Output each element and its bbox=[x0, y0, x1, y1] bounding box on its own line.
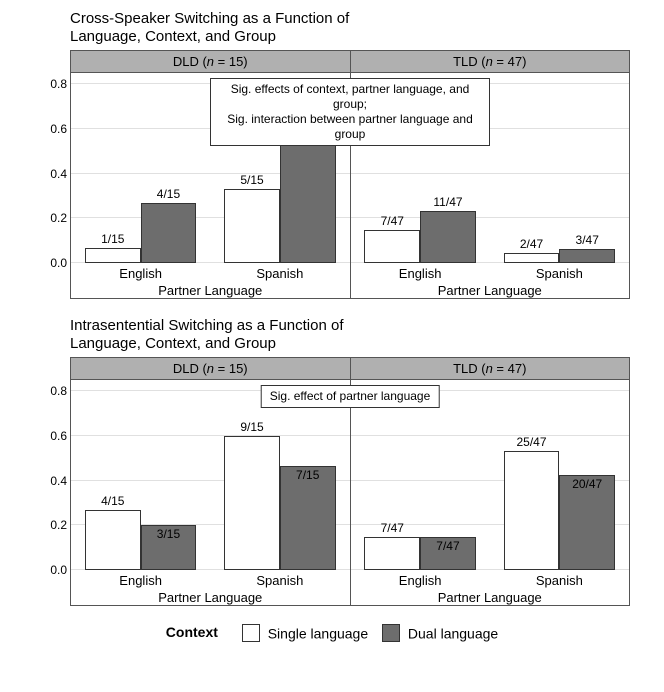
x-axis-label: Partner Language bbox=[351, 283, 630, 298]
x-tick-label: Spanish bbox=[490, 263, 629, 281]
chart-cross: Cross-Speaker Switching as a Function of… bbox=[10, 10, 654, 299]
y-tick-label: 0.2 bbox=[50, 518, 67, 532]
bar bbox=[85, 510, 141, 570]
x-tick-label: Spanish bbox=[210, 570, 349, 588]
y-tick-label: 0.0 bbox=[50, 563, 67, 577]
y-ticks: 0.00.20.40.60.8 bbox=[35, 73, 67, 263]
panel-header: DLD (n = 15) bbox=[71, 51, 350, 73]
x-tick-label: English bbox=[71, 570, 210, 588]
bar bbox=[224, 436, 280, 570]
bar bbox=[364, 537, 420, 570]
x-tick-label: English bbox=[71, 263, 210, 281]
x-tick-label: Spanish bbox=[490, 570, 629, 588]
legend-title: Context bbox=[166, 624, 218, 640]
bar-label: 3/47 bbox=[576, 233, 599, 247]
grid-line bbox=[351, 435, 630, 436]
bar-label: 7/47 bbox=[381, 521, 404, 535]
annotation-box: Sig. effect of partner language bbox=[261, 385, 440, 408]
y-tick-label: 0.2 bbox=[50, 211, 67, 225]
legend: Context Single language Dual language bbox=[10, 624, 654, 642]
y-tick-label: 0.4 bbox=[50, 474, 67, 488]
y-tick-label: 0.8 bbox=[50, 384, 67, 398]
bar-label: 7/47 bbox=[436, 539, 459, 553]
y-tick-label: 0.4 bbox=[50, 167, 67, 181]
bar bbox=[559, 249, 615, 263]
bar-label: 4/15 bbox=[157, 187, 180, 201]
x-ticks: EnglishSpanish bbox=[351, 263, 630, 281]
bar bbox=[280, 129, 336, 263]
chart-title: Cross-Speaker Switching as a Function of… bbox=[70, 10, 654, 46]
bar-label: 7/15 bbox=[296, 468, 319, 482]
bar-label: 2/47 bbox=[520, 237, 543, 251]
bar bbox=[504, 253, 560, 263]
chart-intra: Intrasentential Switching as a Function … bbox=[10, 317, 654, 606]
bar bbox=[364, 230, 420, 263]
grid-line bbox=[71, 435, 350, 436]
bar-label: 4/15 bbox=[101, 494, 124, 508]
bar-label: 1/15 bbox=[101, 232, 124, 246]
x-ticks: EnglishSpanish bbox=[351, 570, 630, 588]
bar-label: 20/47 bbox=[572, 477, 602, 491]
bar bbox=[141, 203, 197, 263]
y-ticks: 0.00.20.40.60.8 bbox=[35, 380, 67, 570]
y-tick-label: 0.8 bbox=[50, 77, 67, 91]
bar bbox=[504, 451, 560, 570]
y-tick-label: 0.6 bbox=[50, 122, 67, 136]
y-tick-label: 0.6 bbox=[50, 429, 67, 443]
x-axis-label: Partner Language bbox=[351, 590, 630, 605]
x-tick-label: English bbox=[351, 570, 490, 588]
x-tick-label: Spanish bbox=[210, 263, 349, 281]
x-tick-label: English bbox=[351, 263, 490, 281]
bar-label: 11/47 bbox=[433, 195, 462, 209]
bar-label: 5/15 bbox=[240, 173, 263, 187]
panel-row: Proportion of ChildrenExhibiting Cross-S… bbox=[70, 50, 630, 299]
panel-header: DLD (n = 15) bbox=[71, 358, 350, 380]
bar-label: 25/47 bbox=[517, 435, 547, 449]
legend-swatch-dual bbox=[382, 624, 400, 642]
legend-swatch-single bbox=[242, 624, 260, 642]
plot-area: 0.00.20.40.60.84/153/159/157/15 bbox=[71, 380, 350, 570]
bar bbox=[85, 248, 141, 263]
x-axis-label: Partner Language bbox=[71, 283, 350, 298]
legend-label-single: Single language bbox=[268, 625, 368, 641]
bar bbox=[420, 211, 476, 263]
bar-label: 3/15 bbox=[157, 527, 180, 541]
bar bbox=[224, 189, 280, 263]
panel-header: TLD (n = 47) bbox=[351, 358, 630, 380]
y-tick-label: 0.0 bbox=[50, 256, 67, 270]
bar-label: 9/15 bbox=[240, 420, 263, 434]
panel-header: TLD (n = 47) bbox=[351, 51, 630, 73]
x-axis-label: Partner Language bbox=[71, 590, 350, 605]
grid-line bbox=[351, 173, 630, 174]
plot-area: 7/47 7/47 25/47 20/47 bbox=[351, 380, 630, 570]
bar-label: 7/47 bbox=[381, 214, 404, 228]
legend-label-dual: Dual language bbox=[408, 625, 498, 641]
annotation-box: Sig. effects of context, partner languag… bbox=[210, 78, 490, 146]
chart-title: Intrasentential Switching as a Function … bbox=[70, 317, 654, 353]
panel-row: Proportion of ChildrenExhibiting Intrase… bbox=[70, 357, 630, 606]
